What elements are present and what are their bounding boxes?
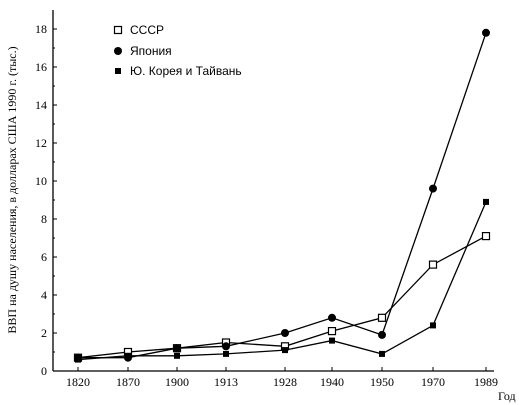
axes	[52, 10, 494, 372]
x-tick-label: 1989	[474, 375, 498, 389]
x-tick-label: 1900	[165, 375, 189, 389]
legend-marker-3	[115, 68, 121, 74]
series-2-point	[429, 184, 437, 193]
series-1-point	[327, 327, 337, 336]
y-axis-label: ВВП на душу населения, в долларах США 19…	[5, 46, 19, 333]
y-tick-label: 16	[35, 60, 47, 74]
legend: СССР Япония Ю. Корея и Тайвань	[113, 23, 242, 78]
series-line-2	[78, 32, 487, 359]
series-markers	[73, 28, 491, 363]
axis-ticks: 0 2 4 6 8 10 12 14 16 18 1820 1870 1900 1913 1928 1940 1…	[35, 22, 498, 389]
y-tick-label: 10	[35, 174, 47, 188]
series-2-point	[328, 313, 336, 322]
y-tick-label: 18	[35, 22, 47, 36]
y-tick-label: 6	[41, 250, 47, 264]
series-line-1	[77, 235, 487, 359]
series-3-point	[329, 337, 335, 344]
series-2-point	[378, 330, 386, 339]
x-tick-label: 1928	[273, 375, 297, 389]
y-tick-label: 12	[35, 136, 47, 150]
series-1-point	[377, 313, 387, 322]
series-3-point	[75, 356, 81, 363]
y-tick-label: 14	[35, 98, 47, 112]
series-3-point	[483, 198, 489, 205]
legend-marker-2	[114, 47, 122, 55]
series-3-point	[282, 347, 288, 354]
series-2-point	[222, 342, 230, 351]
series-3-point	[223, 350, 229, 357]
x-tick-label: 1970	[421, 375, 445, 389]
legend-label-2: Япония	[130, 44, 172, 58]
series-3-point	[430, 322, 436, 329]
series-2-point	[482, 28, 490, 37]
y-tick-label: 8	[41, 212, 47, 226]
y-tick-label: 2	[41, 326, 47, 340]
series-2-point	[173, 344, 181, 353]
x-axis-label: Год	[498, 389, 516, 403]
legend-label-3: Ю. Корея и Тайвань	[130, 64, 242, 78]
legend-marker-1	[113, 25, 123, 35]
y-tick-label: 4	[41, 288, 47, 302]
x-tick-label: 1940	[320, 375, 344, 389]
series-1-point	[428, 260, 438, 269]
series-lines	[77, 32, 487, 361]
series-2-point	[281, 329, 289, 337]
series-3-point	[174, 352, 180, 359]
y-tick-label: 0	[41, 364, 47, 378]
series-line-3	[77, 201, 487, 361]
series-3-point	[125, 352, 131, 359]
x-tick-label: 1870	[116, 375, 140, 389]
series-1-point	[481, 232, 491, 241]
x-tick-label: 1820	[66, 375, 90, 389]
legend-label-1: СССР	[130, 23, 164, 37]
x-tick-label: 1950	[370, 375, 394, 389]
series-3-point	[379, 350, 385, 357]
x-tick-label: 1913	[214, 375, 238, 389]
